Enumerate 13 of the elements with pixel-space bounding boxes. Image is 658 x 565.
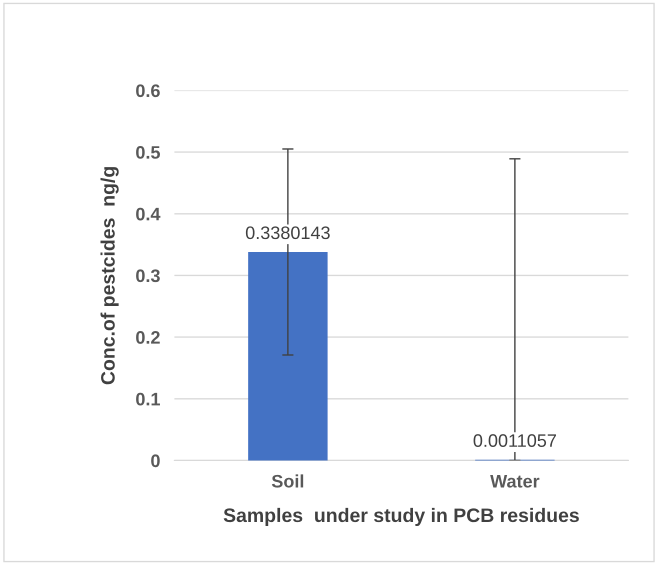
y-tick-label: 0.3 <box>136 269 160 282</box>
y-tick-label: 0.6 <box>136 84 160 98</box>
data-label: 0.3380143 <box>246 226 330 240</box>
x-axis-title: Samples under study in PCB residues <box>224 508 579 526</box>
y-tick-label: 0.1 <box>136 392 160 406</box>
y-tick-label: 0 <box>151 454 160 468</box>
x-tick-label: Soil <box>272 474 304 488</box>
y-tick-label: 0.5 <box>136 146 160 159</box>
data-label: 0.0011057 <box>474 434 556 447</box>
x-tick-label: Water <box>490 475 540 488</box>
y-tick-label: 0.4 <box>136 208 160 220</box>
y-tick-label: 0.2 <box>136 331 160 344</box>
y-axis-title: Conc.of pestcides ng/g <box>100 167 119 384</box>
